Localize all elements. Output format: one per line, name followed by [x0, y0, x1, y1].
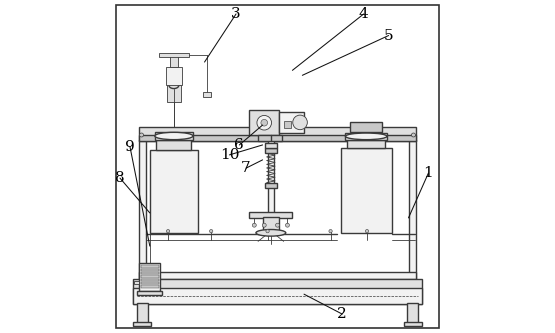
- Ellipse shape: [256, 229, 286, 236]
- Text: 5: 5: [384, 29, 393, 43]
- Bar: [403, 322, 422, 326]
- Bar: [258, 135, 282, 141]
- Bar: [139, 127, 416, 141]
- Bar: [347, 140, 385, 148]
- Circle shape: [166, 229, 170, 233]
- Bar: [170, 55, 178, 67]
- Text: 7: 7: [241, 161, 251, 175]
- Circle shape: [139, 133, 144, 137]
- Circle shape: [257, 116, 271, 130]
- Bar: [409, 140, 416, 279]
- Bar: [155, 132, 193, 140]
- Bar: [165, 67, 182, 85]
- Text: 4: 4: [359, 7, 369, 21]
- Bar: [139, 135, 416, 141]
- Bar: [140, 275, 159, 278]
- Bar: [140, 265, 159, 268]
- Text: 2: 2: [337, 307, 347, 321]
- Bar: [249, 212, 292, 218]
- Bar: [137, 303, 148, 324]
- Bar: [139, 263, 160, 291]
- Bar: [140, 272, 159, 274]
- Circle shape: [329, 229, 332, 233]
- Circle shape: [411, 133, 416, 137]
- Ellipse shape: [155, 132, 193, 140]
- Bar: [137, 291, 162, 295]
- Bar: [265, 183, 277, 188]
- Circle shape: [261, 120, 268, 126]
- Bar: [139, 140, 146, 279]
- Bar: [166, 85, 181, 102]
- Circle shape: [266, 229, 269, 233]
- Bar: [140, 269, 159, 271]
- Bar: [268, 140, 274, 216]
- Text: 6: 6: [235, 138, 244, 152]
- Text: 9: 9: [125, 140, 135, 154]
- Text: 1: 1: [423, 166, 433, 180]
- Text: 8: 8: [115, 171, 125, 185]
- Bar: [139, 272, 416, 279]
- Circle shape: [210, 229, 213, 233]
- Bar: [263, 217, 279, 231]
- Ellipse shape: [345, 133, 387, 140]
- Bar: [249, 110, 279, 135]
- Text: 10: 10: [220, 148, 239, 162]
- Bar: [133, 322, 152, 326]
- Bar: [140, 282, 159, 284]
- Bar: [134, 281, 139, 284]
- Bar: [150, 150, 198, 233]
- Bar: [350, 123, 382, 132]
- Bar: [345, 133, 387, 140]
- Text: 3: 3: [231, 7, 241, 21]
- Bar: [265, 148, 277, 153]
- Bar: [133, 288, 422, 304]
- Bar: [279, 112, 304, 133]
- Circle shape: [365, 229, 369, 233]
- Bar: [341, 148, 392, 233]
- Circle shape: [263, 223, 266, 227]
- Bar: [407, 303, 418, 324]
- Circle shape: [253, 223, 256, 227]
- Bar: [203, 92, 211, 97]
- Circle shape: [275, 223, 280, 227]
- Bar: [140, 285, 159, 287]
- Circle shape: [292, 115, 307, 130]
- Circle shape: [285, 223, 290, 227]
- Bar: [133, 279, 422, 304]
- Bar: [159, 53, 189, 57]
- Bar: [284, 121, 291, 128]
- Bar: [265, 143, 277, 148]
- Bar: [157, 140, 191, 150]
- Bar: [140, 279, 159, 281]
- Ellipse shape: [169, 82, 179, 89]
